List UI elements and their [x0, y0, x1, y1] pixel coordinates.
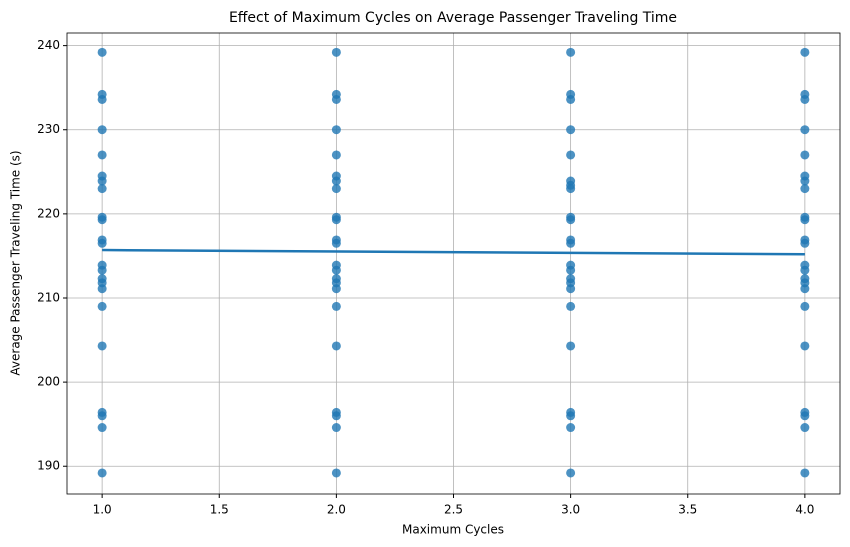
point — [800, 125, 810, 135]
point — [566, 423, 576, 433]
point — [331, 284, 341, 294]
point — [97, 94, 107, 104]
point — [566, 411, 576, 421]
x-tick-label: 1.5 — [210, 503, 229, 517]
point — [331, 176, 341, 186]
y-tick-label: 210 — [37, 290, 60, 304]
x-tick-label: 1.0 — [93, 503, 112, 517]
point — [331, 47, 341, 57]
point — [331, 184, 341, 194]
plot-frame — [66, 32, 841, 495]
point — [566, 125, 576, 135]
y-tick-label: 230 — [37, 122, 60, 136]
x-axis-label: Maximum Cycles — [402, 523, 504, 537]
x-tick-label: 2.0 — [327, 503, 346, 517]
x-tick-label: 3.0 — [561, 503, 580, 517]
point — [800, 341, 810, 351]
point — [331, 341, 341, 351]
point — [97, 215, 107, 225]
point — [331, 150, 341, 160]
y-tick-label: 220 — [37, 206, 60, 220]
point — [331, 411, 341, 421]
x-tick-label: 4.0 — [795, 503, 814, 517]
x-tick-label: 2.5 — [444, 503, 463, 517]
point — [800, 423, 810, 433]
point — [566, 265, 576, 275]
point — [97, 284, 107, 294]
chart-title: Effect of Maximum Cycles on Average Pass… — [229, 10, 677, 26]
point — [566, 341, 576, 351]
point — [800, 215, 810, 225]
point — [331, 94, 341, 104]
point — [800, 150, 810, 160]
point — [97, 411, 107, 421]
point — [331, 125, 341, 135]
point — [97, 301, 107, 311]
point — [97, 125, 107, 135]
point — [97, 423, 107, 433]
point — [331, 423, 341, 433]
point — [800, 184, 810, 194]
y-axis-label: Average Passenger Traveling Time (s) — [9, 150, 23, 375]
point — [566, 184, 576, 194]
point — [331, 238, 341, 248]
point — [800, 238, 810, 248]
point — [97, 47, 107, 57]
point — [800, 47, 810, 57]
point — [97, 176, 107, 186]
point — [566, 301, 576, 311]
point — [97, 341, 107, 351]
point — [800, 94, 810, 104]
point — [566, 47, 576, 57]
y-tick-label: 190 — [37, 459, 60, 473]
point — [800, 301, 810, 311]
point — [800, 176, 810, 186]
trend-line — [102, 248, 805, 256]
point — [97, 265, 107, 275]
point — [566, 215, 576, 225]
point — [566, 94, 576, 104]
point — [97, 468, 107, 478]
point — [800, 284, 810, 294]
point — [331, 301, 341, 311]
point — [800, 265, 810, 275]
point — [566, 238, 576, 248]
point — [331, 215, 341, 225]
point — [800, 468, 810, 478]
y-tick-label: 200 — [37, 375, 60, 389]
x-tick-label: 3.5 — [678, 503, 697, 517]
point — [331, 265, 341, 275]
point — [97, 150, 107, 160]
y-tick-label: 240 — [37, 38, 60, 52]
point — [331, 468, 341, 478]
point — [566, 284, 576, 294]
point — [97, 238, 107, 248]
point — [97, 184, 107, 194]
point — [566, 150, 576, 160]
point — [800, 411, 810, 421]
point — [566, 468, 576, 478]
